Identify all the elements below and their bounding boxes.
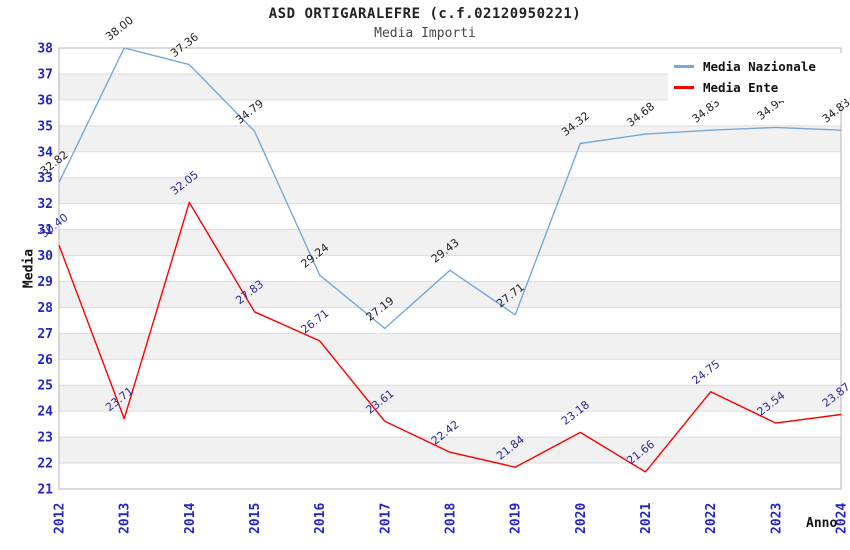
y-tick-label: 38 xyxy=(37,42,53,57)
y-axis-ticks: 21 22 23 24 25 26 27 28 29 30 31 32 33 34 35 36 37 38 xyxy=(37,42,53,498)
y-tick-label: 34 xyxy=(37,145,53,160)
y-tick-label: 27 xyxy=(37,327,53,342)
x-axis-ticks: 2012 2013 2014 2015 2016 2017 2018 2019 2020 2021… xyxy=(53,503,850,534)
y-tick-label: 30 xyxy=(37,249,53,264)
plot-bands xyxy=(59,73,841,464)
x-tick-label: 2022 xyxy=(704,503,719,534)
y-tick-label: 37 xyxy=(37,67,53,82)
legend-swatch-media-ente-icon xyxy=(674,86,694,89)
x-axis-title: Anno xyxy=(806,516,838,531)
y-tick-label: 23 xyxy=(37,431,53,446)
y-tick-label: 21 xyxy=(37,483,53,498)
x-tick-label: 2020 xyxy=(574,503,589,534)
y-tick-label: 22 xyxy=(37,457,53,472)
plot-background xyxy=(59,48,841,489)
y-tick-label: 31 xyxy=(37,223,53,238)
series-line-1 xyxy=(58,201,842,473)
grid-lines xyxy=(59,73,841,464)
x-tick-label: 2013 xyxy=(118,503,133,534)
legend-item-media-nazionale: Media Nazionale xyxy=(674,59,844,74)
chart-title: ASD ORTIGARALEFRE (c.f.02120950221) xyxy=(268,6,582,22)
legend-label-media-nazionale: Media Nazionale xyxy=(703,59,816,74)
x-tick-label: 2021 xyxy=(639,503,654,534)
legend: Media Nazionale Media Ente xyxy=(668,53,844,101)
x-tick-label: 2015 xyxy=(248,503,263,534)
x-tick-label: 2014 xyxy=(183,503,198,534)
legend-label-media-ente: Media Ente xyxy=(703,80,779,95)
x-tick-label: 2017 xyxy=(378,503,393,534)
x-tick-label: 2023 xyxy=(769,503,784,534)
y-tick-label: 29 xyxy=(37,275,53,290)
x-tick-label: 2012 xyxy=(53,503,68,534)
x-tick-label: 2024 xyxy=(835,503,850,534)
legend-swatch-media-nazionale-icon xyxy=(674,65,694,68)
y-axis-title: Media xyxy=(21,248,37,289)
y-tick-label: 25 xyxy=(37,379,53,394)
data-label: 38.00 xyxy=(103,14,136,44)
y-tick-label: 36 xyxy=(37,93,53,108)
y-tick-label: 28 xyxy=(37,301,53,316)
y-tick-label: 32 xyxy=(37,197,53,212)
y-tick-label: 24 xyxy=(37,405,53,420)
chart-subtitle: Media Importi xyxy=(374,26,476,41)
x-tick-label: 2016 xyxy=(313,503,328,534)
x-tick-label: 2018 xyxy=(444,503,459,534)
y-tick-label: 33 xyxy=(37,171,53,186)
y-tick-label: 26 xyxy=(37,353,53,368)
y-tick-label: 35 xyxy=(37,119,53,134)
x-tick-label: 2019 xyxy=(509,503,524,534)
series-line-0 xyxy=(58,47,842,330)
plot-border xyxy=(58,47,842,490)
legend-item-media-ente: Media Ente xyxy=(674,80,844,95)
